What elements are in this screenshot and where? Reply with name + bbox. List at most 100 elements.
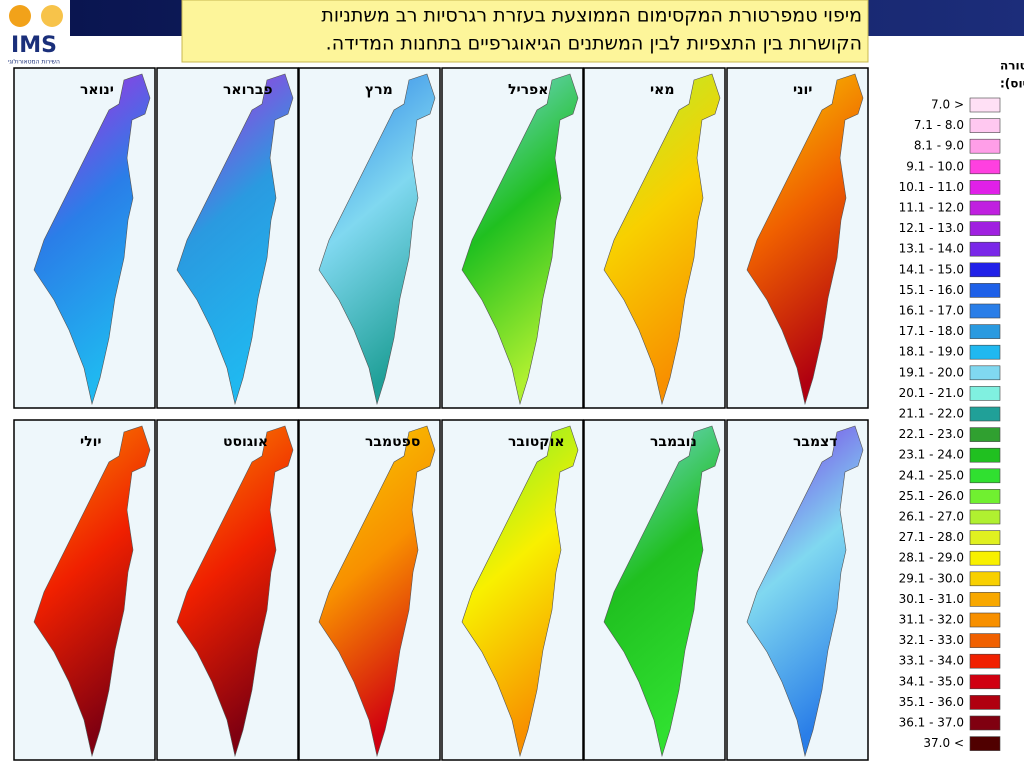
legend-label: 32.1 - 33.0 <box>899 633 964 647</box>
legend-label: 14.1 - 15.0 <box>899 262 964 276</box>
legend: 7.0 > 7.1 - 8.0 8.1 - 9.0 9.1 - 10.0 10.1 - … <box>899 97 1001 751</box>
legend-label: 21.1 - 22.0 <box>899 407 964 421</box>
legend-label: 10.1 - 11.0 <box>899 180 964 194</box>
legend-swatch <box>969 509 1001 525</box>
legend-label: 34.1 - 35.0 <box>899 674 964 688</box>
legend-swatch <box>969 592 1001 607</box>
legend-label: 18.1 - 19.0 <box>899 345 964 359</box>
legend-swatch <box>969 344 1001 360</box>
map-shape <box>746 73 864 406</box>
legend-label: 33.1 - 34.0 <box>899 654 964 668</box>
map-shape <box>461 425 579 758</box>
legend-swatch <box>969 653 1001 669</box>
legend-swatch <box>969 303 1001 319</box>
legend-label: 29.1 - 30.0 <box>899 571 964 585</box>
map-shape <box>603 425 721 758</box>
month-label: יולי <box>80 434 102 450</box>
legend-swatch <box>969 365 1001 381</box>
legend-label: 27.1 - 28.0 <box>899 530 964 544</box>
map-shape <box>176 425 294 758</box>
legend-swatch <box>969 221 1001 236</box>
legend-label: 11.1 - 12.0 <box>899 201 964 215</box>
legend-swatch <box>969 283 1001 298</box>
map-shape <box>603 73 721 406</box>
map-shape <box>33 73 151 406</box>
month-label: יוני <box>793 82 812 98</box>
legend-swatch <box>969 138 1001 154</box>
legend-swatch <box>969 241 1001 257</box>
legend-label: 23.1 - 24.0 <box>899 448 964 462</box>
title-line: הקושרות בין התצפיות לבין המשתנים הגיאוגר… <box>326 33 862 55</box>
month-label: מאי <box>650 82 674 98</box>
month-label: מרץ <box>365 82 393 98</box>
month-label: ספטמבר <box>365 434 420 450</box>
month-label: נובמבר <box>650 434 697 450</box>
logo-subtitle: השירות המטאורולוגי <box>8 59 60 66</box>
title-box <box>181 0 869 63</box>
legend-swatch <box>969 695 1001 710</box>
legend-swatch <box>969 324 1001 339</box>
map-shape <box>746 425 864 758</box>
legend-swatch <box>969 633 1001 648</box>
legend-label: 37.0 < <box>923 736 964 750</box>
legend-label: 7.0 > <box>931 98 964 112</box>
legend-swatch <box>969 489 1001 504</box>
legend-swatch <box>969 262 1001 278</box>
logo-sun-2 <box>41 5 63 27</box>
legend-swatch <box>969 674 1001 690</box>
legend-label: 9.1 - 10.0 <box>906 159 964 173</box>
legend-swatch <box>969 736 1001 751</box>
legend-swatch <box>969 550 1001 566</box>
legend-label: 19.1 - 20.0 <box>899 365 964 379</box>
map-shape <box>461 73 579 406</box>
legend-title: (מעלות צלזיוס): <box>1000 77 1024 91</box>
legend-label: 22.1 - 23.0 <box>899 427 964 441</box>
legend-label: 7.1 - 8.0 <box>914 118 964 132</box>
legend-swatch <box>969 97 1001 113</box>
month-label: דצמבר <box>793 434 837 450</box>
legend-label: 36.1 - 37.0 <box>899 716 964 730</box>
month-label: אפריל <box>508 82 548 98</box>
legend-label: 26.1 - 27.0 <box>899 510 964 524</box>
legend-label: 13.1 - 14.0 <box>899 242 964 256</box>
legend-label: 35.1 - 36.0 <box>899 695 964 709</box>
legend-swatch <box>969 530 1001 545</box>
legend-swatch <box>969 118 1001 133</box>
map-shape <box>318 425 436 758</box>
legend-label: 20.1 - 21.0 <box>899 386 964 400</box>
legend-label: 8.1 - 9.0 <box>914 139 964 153</box>
legend-title: טמפרטורה <box>1000 59 1024 73</box>
map-panels: ינואר פברואר מרץ אפריל מאי יוני יולי אוגוסט ספטמ… <box>13 67 869 761</box>
legend-label: 30.1 - 31.0 <box>899 592 964 606</box>
month-label: ינואר <box>80 82 114 98</box>
legend-swatch <box>969 427 1001 442</box>
logo-name: IMS <box>11 33 57 58</box>
legend-swatch <box>969 447 1001 463</box>
map-shape <box>176 73 294 406</box>
legend-label: 28.1 - 29.0 <box>899 551 964 565</box>
legend-label: 24.1 - 25.0 <box>899 468 964 482</box>
legend-label: 31.1 - 32.0 <box>899 613 964 627</box>
month-label: אוגוסט <box>223 434 268 450</box>
logo-sun <box>9 5 31 27</box>
map-shape <box>318 73 436 406</box>
legend-label: 15.1 - 16.0 <box>899 283 964 297</box>
title-line: מיפוי טמפרטורת המקסימום הממוצעת בעזרת רג… <box>321 5 862 27</box>
legend-swatch <box>969 406 1001 422</box>
legend-label: 17.1 - 18.0 <box>899 324 964 338</box>
legend-swatch <box>969 468 1001 484</box>
legend-swatch <box>969 159 1001 175</box>
legend-swatch <box>969 612 1001 628</box>
legend-swatch <box>969 200 1001 216</box>
month-label: פברואר <box>223 82 273 98</box>
legend-swatch <box>969 386 1001 401</box>
legend-swatch <box>969 571 1001 587</box>
legend-label: 12.1 - 13.0 <box>899 221 964 235</box>
legend-label: 25.1 - 26.0 <box>899 489 964 503</box>
legend-swatch <box>969 715 1001 731</box>
map-shape <box>33 425 151 758</box>
month-label: אוקטובר <box>508 434 565 450</box>
legend-label: 16.1 - 17.0 <box>899 304 964 318</box>
legend-swatch <box>969 180 1001 195</box>
